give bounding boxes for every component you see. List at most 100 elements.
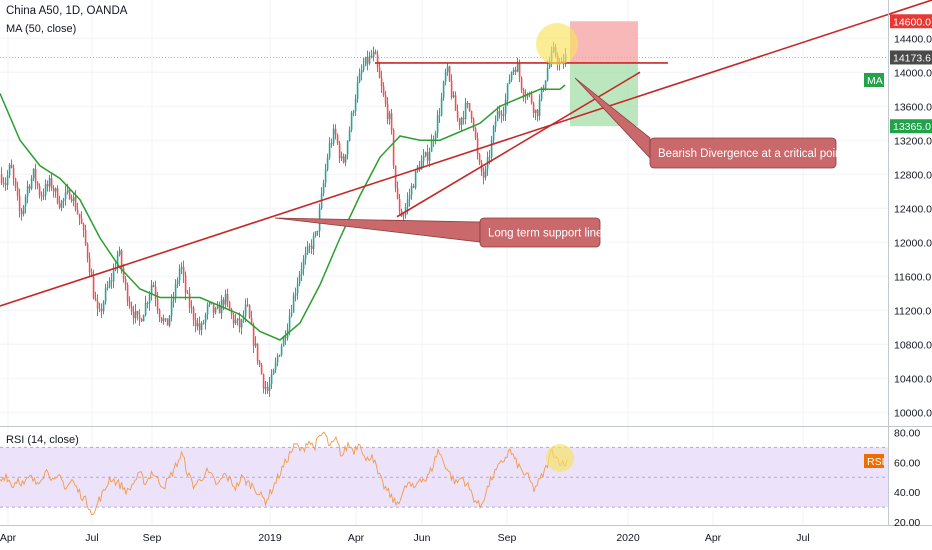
candle-body	[212, 303, 215, 313]
candle-body	[514, 69, 517, 72]
candle-body	[6, 175, 9, 186]
candle-body	[304, 252, 307, 259]
candle-body	[524, 96, 527, 98]
time-tick-label: Sep	[498, 532, 517, 544]
candle-body	[492, 126, 495, 141]
candle-body	[154, 286, 157, 300]
candle-body	[176, 280, 179, 285]
candle-body	[312, 235, 315, 249]
candle-body	[20, 210, 23, 215]
candle-body	[340, 156, 343, 159]
candle-body	[214, 308, 217, 313]
candle-body	[348, 129, 351, 141]
rsi-tick-label: 40.00	[894, 487, 920, 499]
candle-body	[84, 229, 87, 245]
candle-body	[186, 292, 189, 294]
candle-body	[156, 299, 159, 311]
candle-body	[438, 115, 441, 117]
candle-body	[284, 336, 287, 339]
candle-body	[346, 140, 349, 155]
candle-body	[194, 320, 197, 327]
candle-body	[94, 298, 97, 301]
chart-title: China A50, 1D, OANDA	[6, 5, 128, 17]
time-tick-label: Apr	[0, 532, 17, 544]
candle-body	[350, 112, 353, 130]
candle-body	[508, 79, 511, 84]
time-tick-label: 2019	[258, 532, 282, 544]
candle-body	[354, 99, 357, 112]
price-tick-label: 12800.0	[894, 169, 932, 181]
candle-body	[16, 187, 19, 196]
candle-body	[534, 109, 537, 113]
candle-body	[170, 300, 173, 316]
support-annotation-pointer	[274, 217, 481, 243]
candle-body	[470, 110, 473, 119]
candle-body	[66, 189, 69, 193]
candle-body	[254, 343, 257, 346]
price-badge-stop-text: 14600.0	[893, 16, 931, 28]
candle-body	[216, 306, 219, 309]
price-badge-last	[890, 50, 932, 65]
candle-body	[420, 160, 423, 170]
candle-body	[174, 284, 177, 299]
candle-body	[262, 374, 265, 389]
candle-body	[332, 128, 335, 144]
candle-body	[74, 196, 77, 210]
candle-body	[428, 151, 431, 161]
ma-indicator-label[interactable]: MA (50, close)	[6, 23, 77, 35]
candle-body	[530, 93, 533, 104]
candle-body	[180, 266, 183, 269]
rsi-divergence-highlight	[546, 444, 574, 472]
candle-body	[540, 87, 543, 100]
candle-body	[256, 343, 259, 362]
candle-body	[116, 255, 119, 268]
candle-body	[298, 274, 301, 284]
bearish-annotation-text: Bearish Divergence at a critical point	[658, 148, 845, 160]
candle-body	[378, 67, 381, 79]
price-tick-label: 10000.0	[894, 407, 932, 419]
trendline	[0, 0, 932, 307]
candle-body	[208, 301, 211, 305]
candle-body	[204, 314, 207, 323]
candle-body	[310, 245, 313, 249]
candle-body	[366, 57, 369, 64]
candle-body	[124, 278, 127, 285]
candle-body	[202, 322, 205, 324]
candle-body	[190, 307, 193, 309]
candle-body	[72, 196, 75, 202]
candle-body	[100, 308, 103, 312]
candle-body	[360, 69, 363, 74]
candle-body	[496, 111, 499, 122]
candle-body	[86, 244, 89, 259]
price-tick-label: 10400.0	[894, 373, 932, 385]
candle-body	[140, 318, 143, 322]
candle-body	[62, 198, 65, 201]
candle-body	[252, 324, 255, 346]
ma-50-line	[0, 84, 566, 341]
divergence-highlight	[536, 23, 578, 65]
candle-body	[300, 268, 303, 275]
candle-body	[158, 310, 161, 318]
candle-body	[502, 113, 505, 116]
candle-body	[40, 195, 43, 197]
candle-body	[408, 194, 411, 200]
candle-body	[32, 168, 35, 179]
candle-body	[424, 152, 427, 157]
candle-body	[392, 130, 395, 166]
candle-body	[4, 183, 7, 186]
candle-body	[26, 186, 29, 197]
candle-body	[520, 77, 523, 90]
candle-body	[462, 117, 465, 120]
rsi-indicator-label[interactable]: RSI (14, close)	[6, 434, 79, 446]
candle-body	[120, 250, 123, 269]
candle-body	[114, 267, 117, 271]
candle-body	[336, 134, 339, 144]
candle-body	[490, 140, 493, 158]
candle-body	[92, 276, 95, 299]
candle-body	[8, 164, 11, 176]
price-tick-label: 13600.0	[894, 101, 932, 113]
candle-body	[272, 369, 275, 375]
candle-body	[128, 301, 131, 307]
candle-body	[412, 186, 415, 188]
